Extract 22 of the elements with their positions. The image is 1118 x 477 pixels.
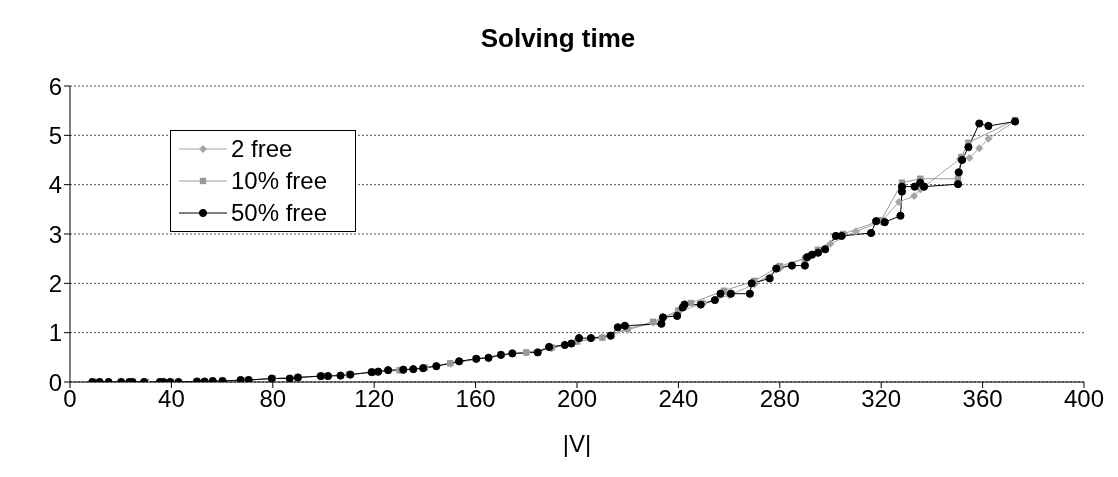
x-tick-label: 80 xyxy=(259,385,287,413)
x-axis-title: |V| xyxy=(562,430,592,457)
x-tick-label: 240 xyxy=(658,385,699,413)
x-tick-label: 160 xyxy=(455,385,496,413)
y-tick-label: 3 xyxy=(48,220,62,248)
x-tick-label: 320 xyxy=(861,385,902,413)
legend-label: 10% free xyxy=(231,167,328,195)
y-tick-label: 6 xyxy=(48,72,62,100)
legend-label: 50% free xyxy=(231,199,328,227)
x-tick-label: 360 xyxy=(962,385,1003,413)
y-tick-label: 4 xyxy=(48,171,62,199)
y-tick-label: 5 xyxy=(48,121,62,149)
y-tick-label: 2 xyxy=(48,269,62,297)
chart-title: Solving time xyxy=(479,22,637,55)
x-tick-label: 400 xyxy=(1063,385,1105,413)
y-tick-label: 0 xyxy=(48,368,62,396)
legend-label: 2 free xyxy=(231,135,293,163)
x-tick-label: 40 xyxy=(158,385,185,413)
y-tick-label: 1 xyxy=(48,319,62,347)
x-tick-label: 200 xyxy=(556,385,598,413)
x-tick-label: 280 xyxy=(759,385,800,413)
x-tick-label: 120 xyxy=(354,385,395,413)
